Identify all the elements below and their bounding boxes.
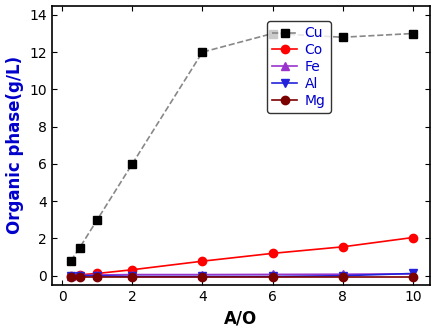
Legend: Cu, Co, Fe, Al, Mg: Cu, Co, Fe, Al, Mg: [267, 21, 331, 113]
Cu: [270, 32, 275, 36]
Al: [200, 274, 205, 278]
Fe: [129, 273, 135, 277]
Mg: [77, 275, 82, 279]
Cu: [95, 218, 100, 222]
Cu: [129, 162, 135, 166]
Co: [68, 274, 74, 278]
Cu: [340, 35, 345, 39]
Co: [95, 271, 100, 275]
Cu: [68, 259, 74, 263]
Al: [68, 274, 74, 278]
Co: [200, 259, 205, 263]
Fe: [200, 273, 205, 277]
Al: [410, 271, 416, 275]
Y-axis label: Organic phase(g/L): Organic phase(g/L): [6, 56, 24, 234]
Line: Cu: Cu: [67, 29, 417, 265]
Fe: [270, 272, 275, 276]
Fe: [410, 272, 416, 276]
Mg: [200, 275, 205, 279]
Mg: [68, 275, 74, 279]
Cu: [77, 246, 82, 250]
Cu: [410, 32, 416, 36]
Co: [410, 235, 416, 239]
Co: [129, 268, 135, 272]
Mg: [340, 275, 345, 279]
Line: Al: Al: [67, 269, 417, 281]
Al: [95, 274, 100, 278]
Al: [270, 274, 275, 278]
Fe: [77, 273, 82, 277]
X-axis label: A/O: A/O: [225, 309, 258, 327]
Mg: [410, 275, 416, 279]
Cu: [200, 50, 205, 54]
Mg: [129, 275, 135, 279]
Fe: [95, 273, 100, 277]
Al: [77, 274, 82, 278]
Fe: [68, 274, 74, 278]
Co: [77, 273, 82, 277]
Co: [270, 251, 275, 255]
Mg: [270, 275, 275, 279]
Co: [340, 245, 345, 249]
Line: Mg: Mg: [67, 273, 417, 281]
Line: Fe: Fe: [67, 270, 417, 280]
Fe: [340, 272, 345, 276]
Al: [129, 274, 135, 278]
Al: [340, 274, 345, 278]
Mg: [95, 275, 100, 279]
Line: Co: Co: [67, 233, 417, 280]
